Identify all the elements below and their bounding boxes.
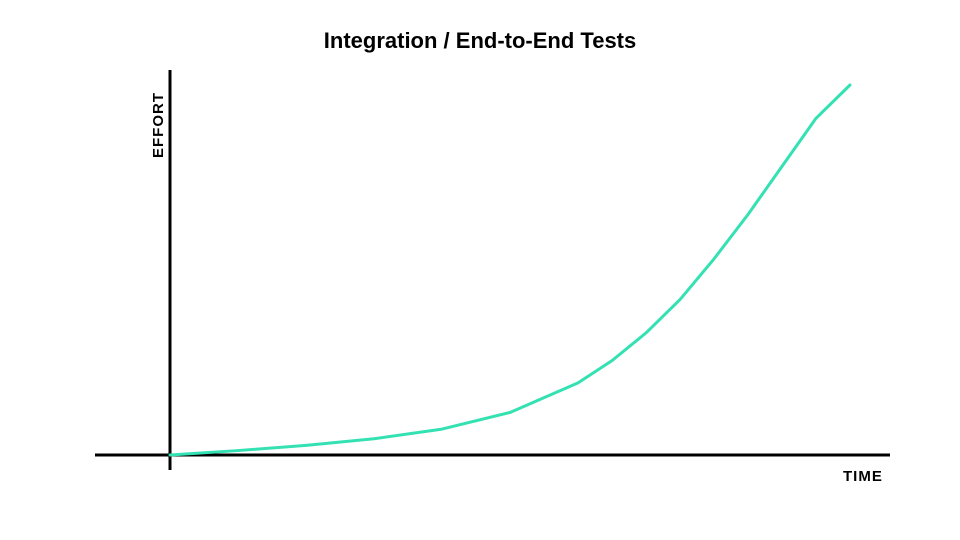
x-axis-label: TIME xyxy=(843,468,883,485)
chart-svg xyxy=(0,70,960,540)
y-axis-label: EFFORT xyxy=(150,92,167,158)
chart-title: Integration / End-to-End Tests xyxy=(0,28,960,54)
effort-curve xyxy=(170,85,850,455)
chart-area: EFFORT TIME xyxy=(0,70,960,540)
